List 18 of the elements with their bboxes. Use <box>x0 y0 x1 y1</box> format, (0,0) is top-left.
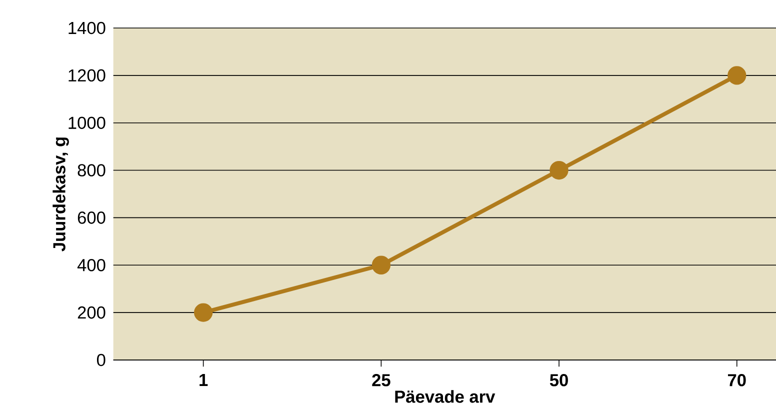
y-tick-label: 0 <box>96 354 106 366</box>
y-tick-label: 1200 <box>68 69 106 82</box>
y-tick-label: 600 <box>78 212 106 224</box>
x-tick-label: 50 <box>550 374 568 386</box>
y-tick-label: 1400 <box>68 22 106 34</box>
x-tick-label: 70 <box>728 374 746 386</box>
point <box>728 66 746 85</box>
point <box>550 160 568 180</box>
y-tick-label: 800 <box>78 164 106 176</box>
y-tick-label: 200 <box>78 306 106 319</box>
point <box>372 256 391 274</box>
x-tick-label: 25 <box>372 374 390 386</box>
y-tick-label: 400 <box>77 258 106 272</box>
y-axis-title: Juurdekasv, g <box>52 138 69 252</box>
point <box>194 303 213 322</box>
x-axis-title: Päevade arv <box>395 390 496 403</box>
x-tick-label: 1 <box>200 374 208 386</box>
y-tick-label: 1000 <box>68 116 106 129</box>
